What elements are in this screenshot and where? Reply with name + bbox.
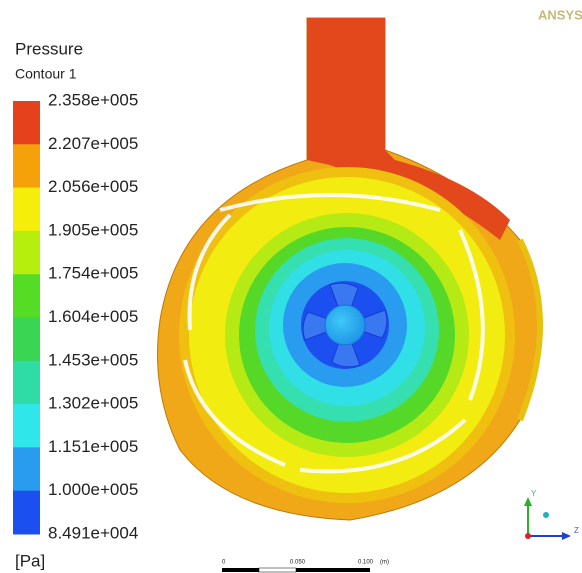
legend-band bbox=[13, 144, 40, 188]
pump-geometry bbox=[158, 18, 541, 520]
legend-level: 1.151e+005 bbox=[48, 437, 138, 456]
legend-level: 1.905e+005 bbox=[48, 220, 138, 239]
legend-band bbox=[13, 188, 40, 232]
legend-band bbox=[13, 231, 40, 275]
legend-level: 2.358e+005 bbox=[48, 90, 138, 109]
scale-label: 0.050 bbox=[290, 560, 306, 566]
triad-label: Z bbox=[574, 526, 579, 535]
scale-bar: 0 0.050 0.100 (m) bbox=[222, 560, 389, 572]
legend-band bbox=[13, 491, 40, 535]
legend-level: 1.000e+005 bbox=[48, 480, 138, 499]
legend-band bbox=[13, 447, 40, 491]
legend-level: 2.207e+005 bbox=[48, 134, 138, 153]
legend-level: 2.056e+005 bbox=[48, 177, 138, 196]
scale-label: 0.100 bbox=[358, 560, 374, 566]
scale-unit: (m) bbox=[380, 560, 389, 566]
legend-level: 1.604e+005 bbox=[48, 307, 138, 326]
legend-level: 1.302e+005 bbox=[48, 394, 138, 413]
legend-title: Pressure bbox=[15, 39, 83, 58]
screenshot: Pressure Contour 1 [Pa] ANSYS 0 0.050 0.… bbox=[0, 0, 582, 573]
legend-unit: [Pa] bbox=[15, 551, 45, 570]
legend-band bbox=[13, 274, 40, 318]
legend-bar bbox=[13, 101, 40, 535]
legend-level: 1.453e+005 bbox=[48, 350, 138, 369]
legend-subtitle: Contour 1 bbox=[15, 66, 77, 82]
legend-band bbox=[13, 404, 40, 448]
legend-level: 8.491e+004 bbox=[48, 523, 138, 542]
legend-level: 1.754e+005 bbox=[48, 264, 138, 283]
axis-triad: Y Z bbox=[524, 489, 579, 540]
viewport: Pressure Contour 1 [Pa] ANSYS 0 0.050 0.… bbox=[0, 0, 582, 573]
scale-label: 0 bbox=[222, 560, 226, 566]
legend-band bbox=[13, 101, 40, 145]
legend-band bbox=[13, 361, 40, 405]
legend-band bbox=[13, 318, 40, 362]
triad-label: Y bbox=[531, 489, 537, 498]
logo: ANSYS bbox=[538, 7, 582, 22]
